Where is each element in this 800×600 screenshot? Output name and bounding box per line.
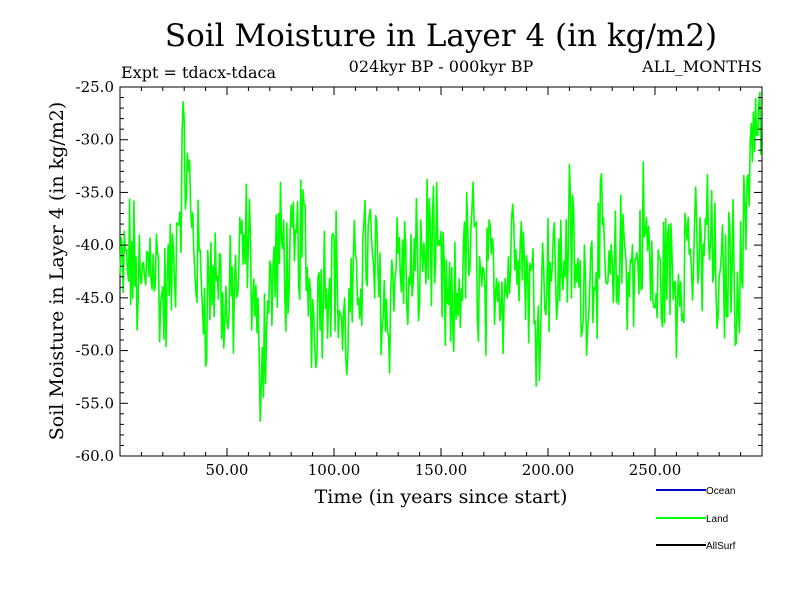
legend-label-land: Land xyxy=(706,514,728,525)
x-axis-label: Time (in years since start) xyxy=(315,486,568,508)
y-tick-label: -60.0 xyxy=(76,447,114,465)
y-tick-label: -35.0 xyxy=(76,183,114,201)
y-tick-label: -30.0 xyxy=(76,131,114,149)
series-line-land xyxy=(119,91,762,422)
y-tick-label: -55.0 xyxy=(76,394,114,412)
months-label: ALL_MONTHS xyxy=(641,57,762,76)
x-tick-label: 50.00 xyxy=(206,461,249,479)
y-tick-label: -25.0 xyxy=(76,78,114,96)
legend: Ocean Land AllSurf xyxy=(656,486,736,552)
x-tick-label: 250.00 xyxy=(629,461,682,479)
y-axis-label: Soil Moisture in Layer 4 (in kg/m2) xyxy=(46,102,68,441)
y-tick-label: -50.0 xyxy=(76,342,114,360)
x-tick-label: 150.00 xyxy=(415,461,468,479)
experiment-label: Expt = tdacx-tdaca xyxy=(121,63,276,82)
chart-title: Soil Moisture in Layer 4 (in kg/m2) xyxy=(165,18,717,54)
chart-subtitle: 024kyr BP - 000kyr BP xyxy=(349,57,534,76)
x-tick-label: 200.00 xyxy=(522,461,575,479)
y-tick-label: -40.0 xyxy=(76,236,114,254)
legend-label-ocean: Ocean xyxy=(706,486,735,497)
x-tick-label: 100.00 xyxy=(308,461,361,479)
legend-label-allsurf: AllSurf xyxy=(706,541,736,552)
y-tick-label: -45.0 xyxy=(76,289,114,307)
